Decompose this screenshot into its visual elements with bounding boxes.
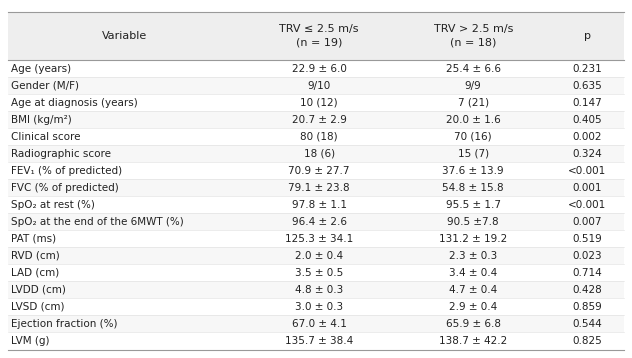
Text: Age (years): Age (years) [11,63,71,73]
Text: 20.7 ± 2.9: 20.7 ± 2.9 [291,115,346,125]
Bar [8,264,624,281]
Text: 3.4 ± 0.4: 3.4 ± 0.4 [449,268,497,278]
Text: 2.0 ± 0.4: 2.0 ± 0.4 [295,251,343,261]
Text: 0.544: 0.544 [573,319,602,329]
Text: 0.859: 0.859 [573,302,602,312]
Text: 2.9 ± 0.4: 2.9 ± 0.4 [449,302,497,312]
Text: 0.324: 0.324 [573,149,602,159]
Bar [8,299,624,315]
Text: LVSD (cm): LVSD (cm) [11,302,64,312]
Text: 15 (7): 15 (7) [458,149,489,159]
Text: 10 (12): 10 (12) [300,98,338,107]
Text: 0.001: 0.001 [573,183,602,193]
Text: 54.8 ± 15.8: 54.8 ± 15.8 [442,183,504,193]
Text: 80 (18): 80 (18) [300,132,338,142]
Text: 0.714: 0.714 [573,268,602,278]
Text: Age at diagnosis (years): Age at diagnosis (years) [11,98,138,107]
Text: <0.001: <0.001 [568,166,607,176]
Text: 0.428: 0.428 [573,285,602,295]
Text: BMI (kg/m²): BMI (kg/m²) [11,115,71,125]
Text: 4.7 ± 0.4: 4.7 ± 0.4 [449,285,497,295]
Text: 131.2 ± 19.2: 131.2 ± 19.2 [439,234,507,244]
Text: 25.4 ± 6.6: 25.4 ± 6.6 [446,63,501,73]
Text: <0.001: <0.001 [568,200,607,210]
Text: 3.0 ± 0.3: 3.0 ± 0.3 [295,302,343,312]
Text: Ejection fraction (%): Ejection fraction (%) [11,319,118,329]
Bar [8,196,624,213]
Text: FEV₁ (% of predicted): FEV₁ (% of predicted) [11,166,122,176]
Text: p: p [584,31,591,41]
Text: SpO₂ at rest (%): SpO₂ at rest (%) [11,200,95,210]
Text: RVD (cm): RVD (cm) [11,251,59,261]
Text: 125.3 ± 34.1: 125.3 ± 34.1 [285,234,353,244]
Text: 0.405: 0.405 [573,115,602,125]
Text: 79.1 ± 23.8: 79.1 ± 23.8 [288,183,350,193]
Bar [8,60,624,77]
Bar [8,94,624,111]
Text: 96.4 ± 2.6: 96.4 ± 2.6 [291,217,346,227]
Text: 0.002: 0.002 [573,132,602,142]
Text: 9/9: 9/9 [465,81,482,91]
Text: 67.0 ± 4.1: 67.0 ± 4.1 [291,319,346,329]
Text: TRV ≤ 2.5 m/s
(n = 19): TRV ≤ 2.5 m/s (n = 19) [279,24,359,48]
Text: 0.007: 0.007 [573,217,602,227]
Text: Variable: Variable [102,31,147,41]
Bar [8,281,624,299]
Text: 2.3 ± 0.3: 2.3 ± 0.3 [449,251,497,261]
Text: 65.9 ± 6.8: 65.9 ± 6.8 [446,319,501,329]
Text: 97.8 ± 1.1: 97.8 ± 1.1 [291,200,346,210]
Text: 0.519: 0.519 [573,234,602,244]
Text: LVM (g): LVM (g) [11,336,49,346]
Text: 4.8 ± 0.3: 4.8 ± 0.3 [295,285,343,295]
Text: Gender (M/F): Gender (M/F) [11,81,79,91]
Text: 90.5 ±7.8: 90.5 ±7.8 [447,217,499,227]
Text: 70 (16): 70 (16) [454,132,492,142]
Text: PAT (ms): PAT (ms) [11,234,56,244]
Text: 37.6 ± 13.9: 37.6 ± 13.9 [442,166,504,176]
Text: 0.825: 0.825 [573,336,602,346]
Bar [8,179,624,196]
Text: TRV > 2.5 m/s
(n = 18): TRV > 2.5 m/s (n = 18) [434,24,513,48]
Bar [8,333,624,349]
Text: 7 (21): 7 (21) [458,98,489,107]
Text: 22.9 ± 6.0: 22.9 ± 6.0 [291,63,346,73]
Text: 18 (6): 18 (6) [303,149,335,159]
Text: 138.7 ± 42.2: 138.7 ± 42.2 [439,336,507,346]
Text: 0.147: 0.147 [573,98,602,107]
Text: 20.0 ± 1.6: 20.0 ± 1.6 [446,115,501,125]
Bar [8,162,624,179]
Text: 9/10: 9/10 [307,81,331,91]
Text: SpO₂ at the end of the 6MWT (%): SpO₂ at the end of the 6MWT (%) [11,217,183,227]
Bar [8,230,624,247]
Bar [8,77,624,94]
Text: Clinical score: Clinical score [11,132,80,142]
Bar [8,247,624,264]
Text: 0.635: 0.635 [573,81,602,91]
Text: 0.023: 0.023 [573,251,602,261]
Text: 70.9 ± 27.7: 70.9 ± 27.7 [288,166,350,176]
Text: LVDD (cm): LVDD (cm) [11,285,66,295]
Text: 135.7 ± 38.4: 135.7 ± 38.4 [285,336,353,346]
Text: FVC (% of predicted): FVC (% of predicted) [11,183,119,193]
Bar [8,12,624,60]
Bar [8,145,624,162]
Text: 3.5 ± 0.5: 3.5 ± 0.5 [295,268,343,278]
Text: 95.5 ± 1.7: 95.5 ± 1.7 [446,200,501,210]
Bar [8,111,624,128]
Text: 0.231: 0.231 [573,63,602,73]
Text: Radiographic score: Radiographic score [11,149,111,159]
Text: LAD (cm): LAD (cm) [11,268,59,278]
Bar [8,128,624,145]
Bar [8,315,624,333]
Bar [8,213,624,230]
